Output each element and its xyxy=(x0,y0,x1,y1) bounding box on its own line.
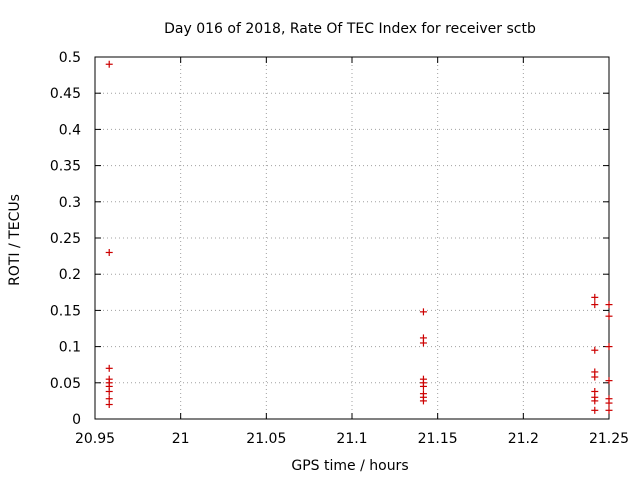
y-tick-label: 0.2 xyxy=(59,267,81,283)
y-tick-label: 0.15 xyxy=(50,303,81,319)
y-tick-label: 0.1 xyxy=(59,340,81,356)
y-tick-label: 0.45 xyxy=(50,86,81,102)
data-point xyxy=(591,397,599,405)
data-point xyxy=(419,397,427,405)
x-tick-labels: 20.95 21 21.05 21.1 21.15 21.2 21.25 xyxy=(75,431,629,447)
data-point xyxy=(605,406,613,414)
data-point xyxy=(591,373,599,381)
y-tick-label: 0.05 xyxy=(50,376,81,392)
x-tick-label: 21.05 xyxy=(246,431,286,447)
y-tick-label: 0.25 xyxy=(50,231,81,247)
data-points xyxy=(105,60,613,414)
x-tick-label: 21.2 xyxy=(508,431,539,447)
x-tick-label: 21 xyxy=(172,431,190,447)
y-tick-label: 0.5 xyxy=(59,50,81,66)
y-tick-label: 0.4 xyxy=(59,122,81,138)
x-axis-label: GPS time / hours xyxy=(291,458,408,474)
data-point xyxy=(105,401,113,409)
y-tick-label: 0.35 xyxy=(50,159,81,175)
data-point xyxy=(605,301,613,309)
data-point xyxy=(105,248,113,256)
data-point xyxy=(419,339,427,347)
data-point xyxy=(591,406,599,414)
y-tick-label: 0 xyxy=(72,412,81,428)
x-tick-label: 21.25 xyxy=(589,431,629,447)
chart-title: Day 016 of 2018, Rate Of TEC Index for r… xyxy=(164,21,536,37)
data-point xyxy=(591,301,599,309)
data-point xyxy=(605,312,613,320)
data-point xyxy=(105,60,113,68)
data-point xyxy=(605,343,613,351)
data-point xyxy=(605,399,613,407)
data-point xyxy=(105,387,113,395)
axis-ticks xyxy=(94,56,610,420)
x-tick-label: 20.95 xyxy=(75,431,115,447)
data-point xyxy=(105,364,113,372)
data-point xyxy=(419,382,427,390)
data-point xyxy=(605,377,613,385)
grid-lines xyxy=(95,57,609,419)
data-point xyxy=(419,308,427,316)
x-tick-label: 21.1 xyxy=(336,431,367,447)
x-tick-label: 21.15 xyxy=(418,431,458,447)
y-axis-label: ROTI / TECUs xyxy=(7,194,23,286)
y-tick-labels: 0 0.05 0.1 0.15 0.2 0.25 0.3 0.35 0.4 0.45 0.5 xyxy=(50,50,81,428)
data-point xyxy=(591,293,599,301)
y-tick-label: 0.3 xyxy=(59,195,81,211)
data-point xyxy=(591,346,599,354)
